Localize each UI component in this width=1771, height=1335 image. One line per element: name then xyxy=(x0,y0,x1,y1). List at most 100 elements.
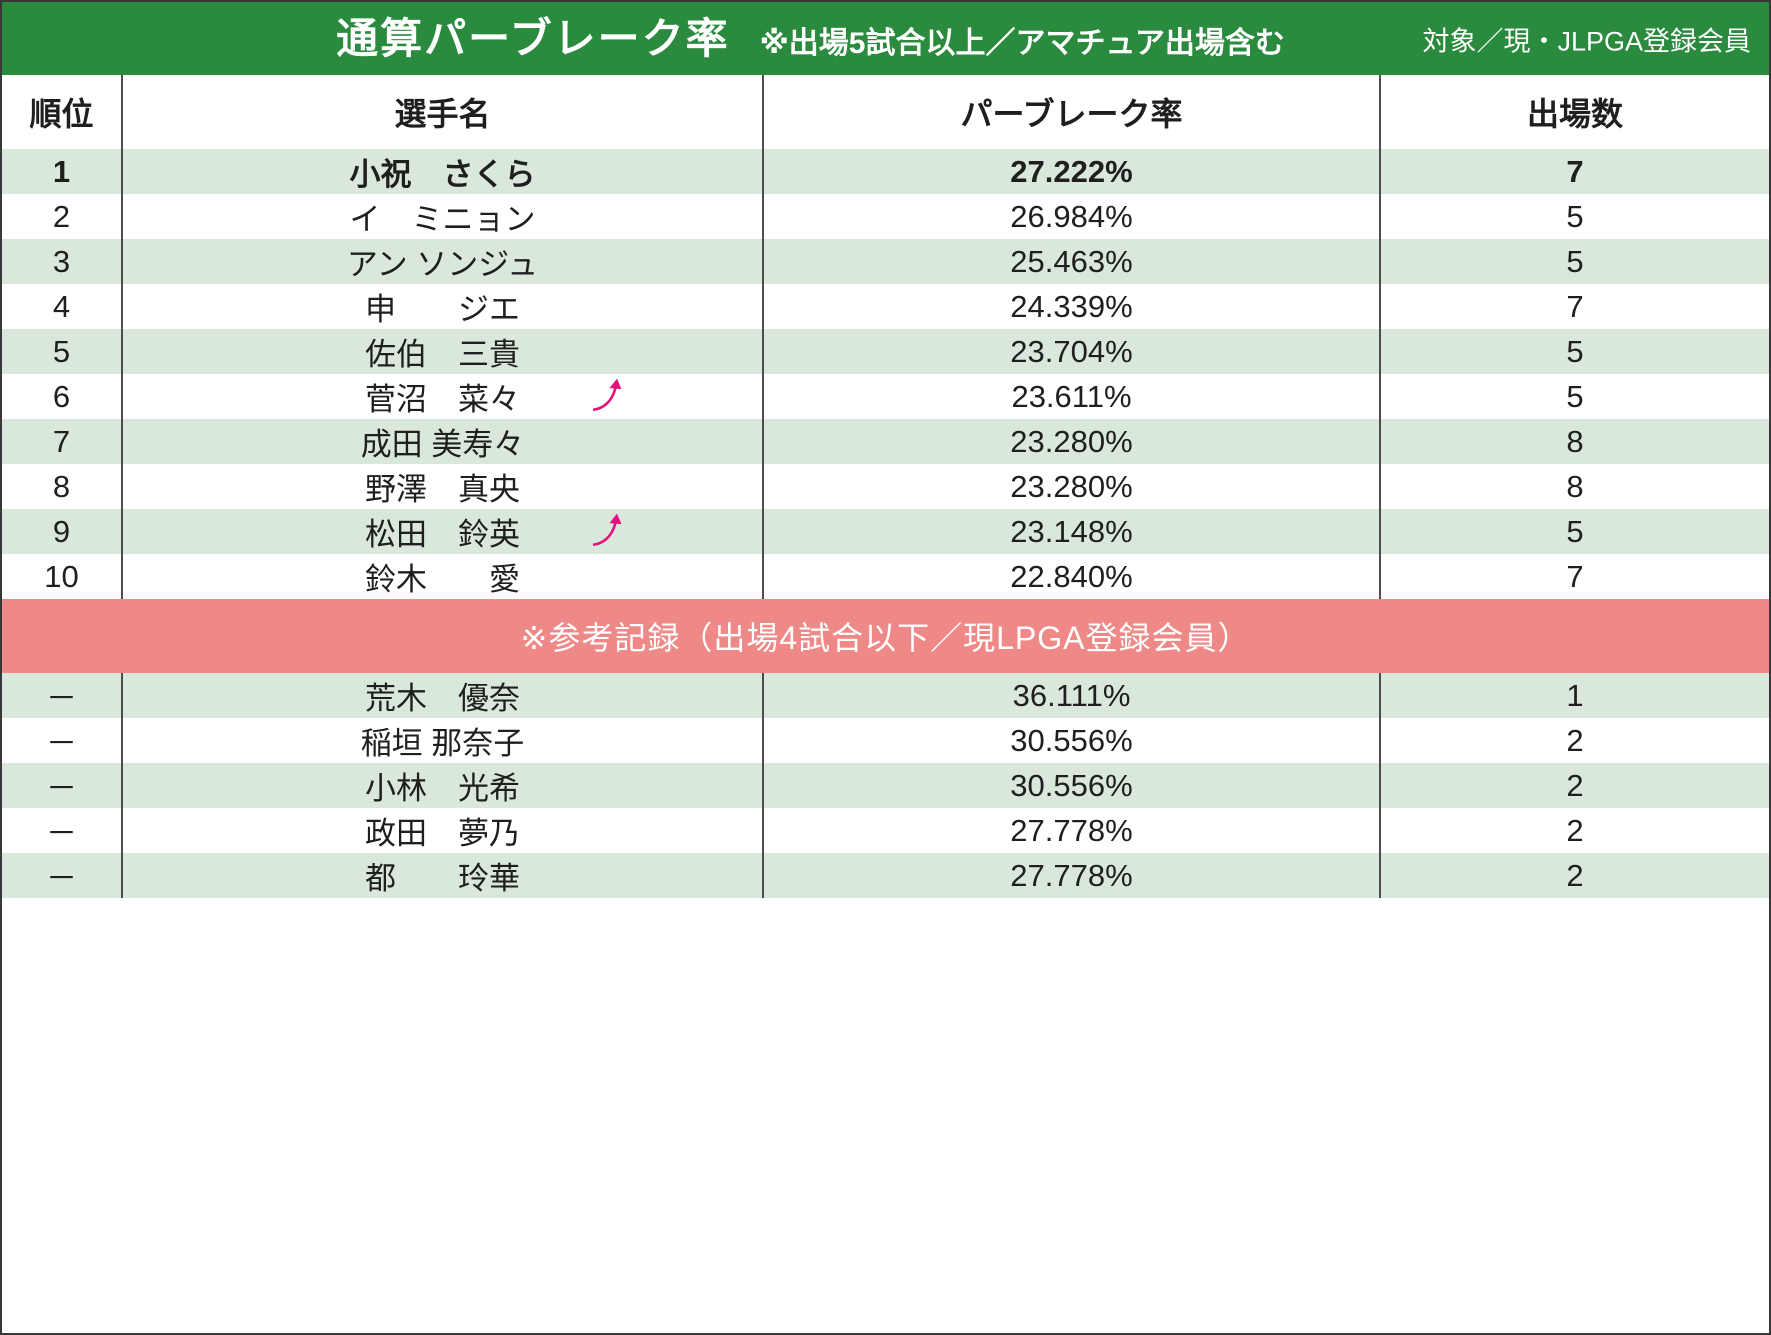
rank-cell: － xyxy=(2,673,123,718)
appearances-value: 5 xyxy=(1566,333,1584,369)
table-row: 1 小祝 さくら 27.222% 7 xyxy=(2,149,1769,194)
table-row: － 小林 光希 30.556% 2 xyxy=(2,763,1769,808)
player-name: アン ソンジュ xyxy=(346,247,539,282)
player-name: イ ミニョン xyxy=(349,202,536,237)
rank-value: 7 xyxy=(52,423,71,459)
appearances-cell: 7 xyxy=(1381,554,1769,599)
main-ranking-rows: 1 小祝 さくら 27.222% 7 2 イ ミニョン xyxy=(2,149,1769,599)
player-name-cell: 成田 美寿々 xyxy=(123,419,764,464)
rank-value: 8 xyxy=(52,468,71,504)
rank-cell: 5 xyxy=(2,329,123,374)
player-name: 稲垣 那奈子 xyxy=(360,726,525,761)
parbreak-rate-cell: 25.463% xyxy=(764,239,1381,284)
parbreak-rate-value: 27.222% xyxy=(1010,153,1133,189)
player-name-cell: 菅沼 菜々 xyxy=(123,374,764,419)
parbreak-rate-cell: 30.556% xyxy=(764,718,1381,763)
appearances-cell: 8 xyxy=(1381,464,1769,509)
appearances-cell: 5 xyxy=(1381,374,1769,419)
parbreak-rate-cell: 23.704% xyxy=(764,329,1381,374)
player-name-cell: 松田 鈴英 xyxy=(123,509,764,554)
table-row: 7 成田 美寿々 23.280% 8 xyxy=(2,419,1769,464)
appearances-value: 5 xyxy=(1566,378,1584,414)
appearances-value: 5 xyxy=(1566,243,1584,279)
rank-cell: 1 xyxy=(2,149,123,194)
parbreak-rate-value: 36.111% xyxy=(1012,677,1131,713)
parbreak-rate-cell: 22.840% xyxy=(764,554,1381,599)
table-row: 8 野澤 真央 23.280% 8 xyxy=(2,464,1769,509)
player-name: 成田 美寿々 xyxy=(360,427,525,462)
player-name: 松田 鈴英 xyxy=(365,517,520,552)
rank-cell: 6 xyxy=(2,374,123,419)
appearances-cell: 2 xyxy=(1381,853,1769,898)
rank-cell: 4 xyxy=(2,284,123,329)
player-name: 佐伯 三貴 xyxy=(365,337,520,372)
page-title: 通算パーブレーク率 xyxy=(336,14,730,62)
parbreak-rate-cell: 36.111% xyxy=(764,673,1381,718)
player-name-cell: 佐伯 三貴 xyxy=(123,329,764,374)
rank-value: － xyxy=(46,771,77,806)
parbreak-rate-cell: 23.611% xyxy=(764,374,1381,419)
parbreak-rate-value: 23.280% xyxy=(1010,423,1133,459)
appearances-cell: 5 xyxy=(1381,329,1769,374)
rank-cell: 2 xyxy=(2,194,123,239)
player-name-cell: アン ソンジュ xyxy=(123,239,764,284)
player-name-cell: 野澤 真央 xyxy=(123,464,764,509)
parbreak-rate-value: 23.148% xyxy=(1010,513,1133,549)
rank-cell: － xyxy=(2,853,123,898)
appearances-cell: 8 xyxy=(1381,419,1769,464)
appearances-cell: 5 xyxy=(1381,509,1769,554)
parbreak-rate-value: 25.463% xyxy=(1010,243,1133,279)
appearances-value: 5 xyxy=(1566,513,1584,549)
table-row: 3 アン ソンジュ 25.463% 5 xyxy=(2,239,1769,284)
header-rank: 順位 xyxy=(2,75,123,149)
player-name: 鈴木 愛 xyxy=(365,562,520,597)
title-target-label: 対象／現・JLPGA登録会員 xyxy=(1422,26,1751,56)
player-name-cell: 政田 夢乃 xyxy=(123,808,764,853)
rank-value: － xyxy=(46,726,77,761)
header-player-name: 選手名 xyxy=(123,75,764,149)
rank-cell: 8 xyxy=(2,464,123,509)
parbreak-rate-cell: 27.778% xyxy=(764,853,1381,898)
appearances-cell: 2 xyxy=(1381,718,1769,763)
parbreak-rate-cell: 30.556% xyxy=(764,763,1381,808)
title-bar: 通算パーブレーク率 ※出場5試合以上／アマチュア出場含む 対象／現・JLPGA登… xyxy=(2,2,1769,75)
table-row: 5 佐伯 三貴 23.704% 5 xyxy=(2,329,1769,374)
parbreak-rate-value: 23.704% xyxy=(1010,333,1133,369)
parbreak-rate-cell: 27.778% xyxy=(764,808,1381,853)
player-name-cell: 稲垣 那奈子 xyxy=(123,718,764,763)
appearances-value: 8 xyxy=(1566,423,1584,459)
player-name: 申 ジエ xyxy=(365,292,520,327)
parbreak-rate-value: 30.556% xyxy=(1010,767,1133,803)
player-name: 野澤 真央 xyxy=(365,472,520,507)
appearances-value: 1 xyxy=(1566,677,1584,713)
parbreak-rate-cell: 27.222% xyxy=(764,149,1381,194)
player-name-cell: 鈴木 愛 xyxy=(123,554,764,599)
table-row: 4 申 ジエ 24.339% 7 xyxy=(2,284,1769,329)
player-name-cell: 都 玲華 xyxy=(123,853,764,898)
player-name: 小祝 さくら xyxy=(349,157,536,192)
parbreak-rate-value: 26.984% xyxy=(1010,198,1133,234)
rank-cell: 9 xyxy=(2,509,123,554)
rank-value: 10 xyxy=(44,558,79,594)
parbreak-rate-value: 27.778% xyxy=(1010,857,1133,893)
appearances-cell: 2 xyxy=(1381,808,1769,853)
player-name-cell: 小林 光希 xyxy=(123,763,764,808)
parbreak-rate-value: 23.611% xyxy=(1011,378,1132,414)
parbreak-rate-value: 23.280% xyxy=(1010,468,1133,504)
rank-value: 5 xyxy=(52,333,71,369)
parbreak-rate-value: 22.840% xyxy=(1010,558,1133,594)
header-appearances: 出場数 xyxy=(1526,96,1623,132)
appearances-value: 2 xyxy=(1566,722,1584,758)
appearances-cell: 1 xyxy=(1381,673,1769,718)
table-row: － 稲垣 那奈子 30.556% 2 xyxy=(2,718,1769,763)
appearances-cell: 7 xyxy=(1381,149,1769,194)
appearances-value: 7 xyxy=(1566,558,1584,594)
appearances-value: 5 xyxy=(1566,198,1584,234)
header-parbreak-rate: パーブレーク率 xyxy=(764,75,1381,149)
column-header-row: 順位 選手名 パーブレーク率 出場数 xyxy=(2,75,1769,149)
rank-cell: － xyxy=(2,718,123,763)
table-row: 6 菅沼 菜々 23.611% 5 xyxy=(2,374,1769,419)
parbreak-rate-cell: 23.280% xyxy=(764,464,1381,509)
appearances-cell: 2 xyxy=(1381,763,1769,808)
